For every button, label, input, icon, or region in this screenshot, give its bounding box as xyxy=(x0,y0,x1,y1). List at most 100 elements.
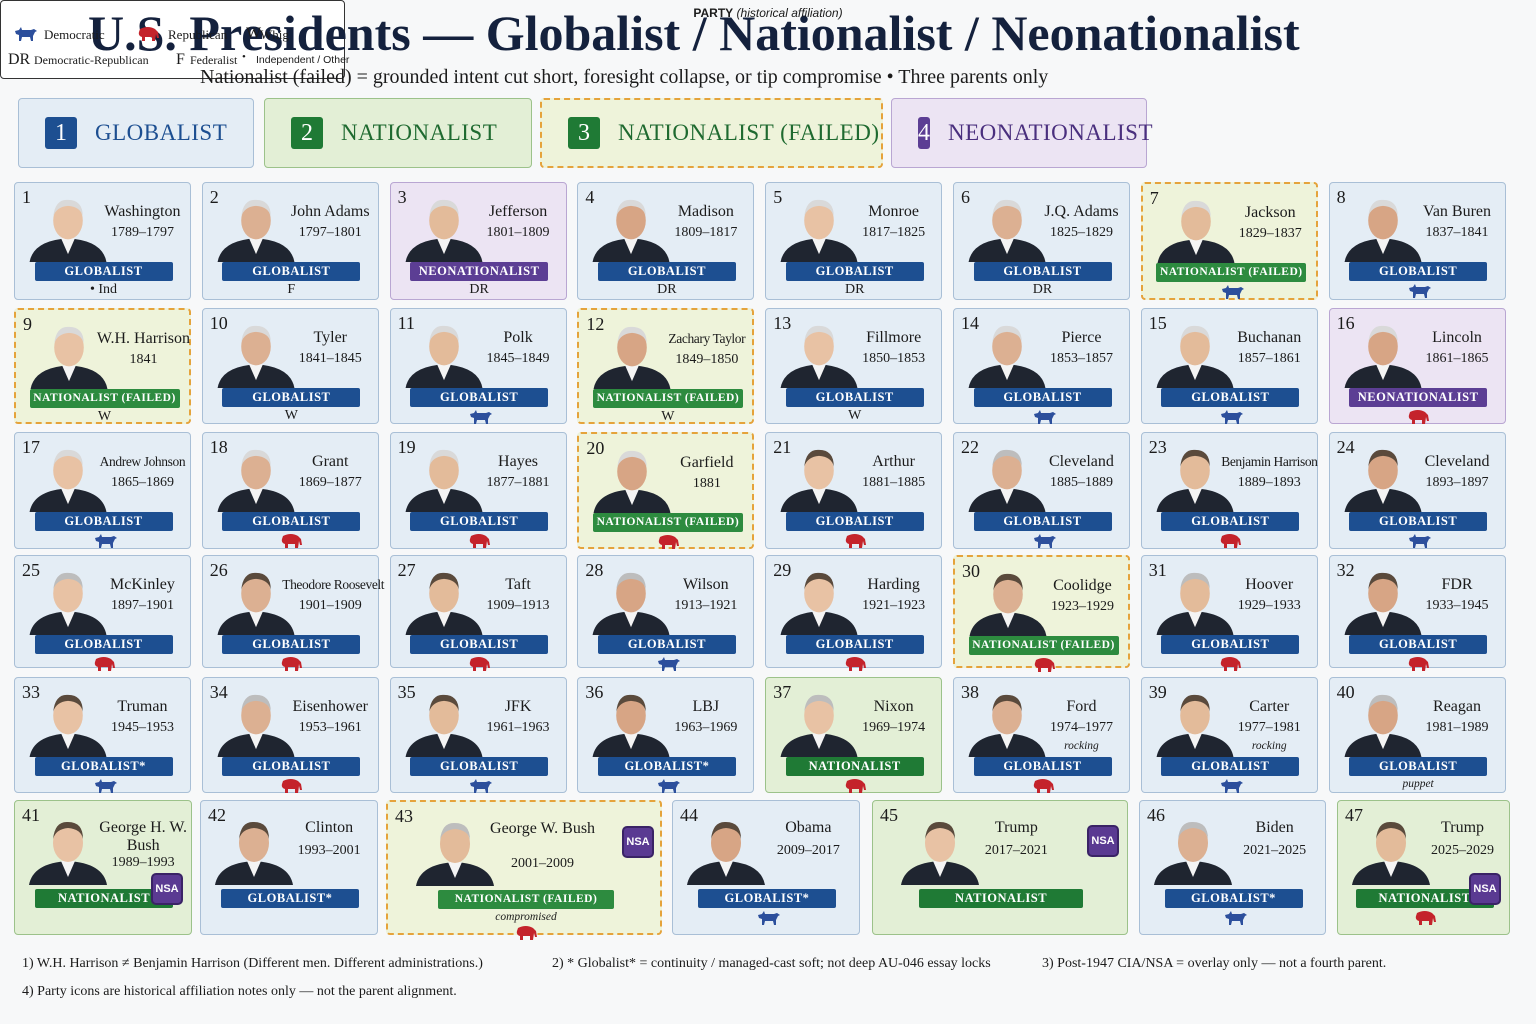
president-years: 1981–1989 xyxy=(1425,720,1489,735)
alignment-badge: GLOBALIST xyxy=(222,388,361,407)
portrait-part xyxy=(54,328,84,367)
portrait-part xyxy=(217,449,295,512)
president-years: 1913–1921 xyxy=(674,598,738,613)
portrait-part xyxy=(1000,488,1014,505)
portrait-part xyxy=(217,325,295,388)
president-years: 1845–1849 xyxy=(486,351,550,366)
president-years: 1945–1953 xyxy=(110,720,174,735)
party-icon xyxy=(514,925,538,946)
party-icon xyxy=(279,533,303,554)
donkey-icon xyxy=(1221,779,1244,793)
president-number: 38 xyxy=(961,682,979,702)
alignment-badge: GLOBALIST xyxy=(410,388,549,407)
portrait xyxy=(213,443,299,517)
icon-part xyxy=(282,657,303,671)
icon-part xyxy=(657,779,680,793)
president-card: 2 John Adams 1797–1801 GLOBALIST F xyxy=(201,182,379,300)
president-name: Zachary Taylor xyxy=(668,331,746,346)
party: DR xyxy=(844,282,865,297)
elephant-icon xyxy=(282,534,303,548)
portrait-part xyxy=(933,861,947,877)
portrait-part xyxy=(428,327,459,366)
donkey-icon xyxy=(1409,534,1432,548)
alignment-badge: NEONATIONALIST xyxy=(1349,388,1488,407)
legend-box: 1 GLOBALIST xyxy=(18,98,254,168)
party: DR xyxy=(657,282,677,297)
icon-part xyxy=(1224,911,1247,925)
alignment-badge: GLOBALIST xyxy=(973,388,1112,407)
president-number: 22 xyxy=(961,437,979,457)
icon-part xyxy=(658,535,679,549)
portrait-part xyxy=(61,488,75,505)
president-card: 36 LBJ 1963–1969 GLOBALIST* xyxy=(577,677,755,793)
portrait-part xyxy=(428,574,459,613)
president-card: 32 FDR 1933–1945 GLOBALIST xyxy=(1328,555,1506,671)
president-card: 27 Taft 1909–1913 GLOBALIST xyxy=(389,555,567,671)
president-years: 1901–1909 xyxy=(298,598,362,613)
elephant-icon xyxy=(469,534,491,548)
party-icon xyxy=(1031,778,1055,799)
elephant-icon xyxy=(845,534,866,548)
president-years: 1933–1945 xyxy=(1425,598,1489,613)
portrait-part xyxy=(969,573,1047,636)
alignment-badge: GLOBALIST xyxy=(785,635,924,654)
portrait xyxy=(213,566,299,640)
president-name: Madison xyxy=(677,203,734,220)
president-name: Harding xyxy=(867,576,920,593)
president-number: 35 xyxy=(397,682,416,702)
portrait-part xyxy=(901,821,979,885)
president-years: 1837–1841 xyxy=(1425,225,1489,240)
nsa-chip: NSA xyxy=(622,826,654,858)
president-card: 40 Reagan 1981–1989 GLOBALIST puppet xyxy=(1328,677,1506,793)
icon-part xyxy=(94,657,115,671)
title: U.S. Presidents — Globalist / Nationalis… xyxy=(88,5,1300,61)
portrait-part xyxy=(53,821,83,839)
portrait-part xyxy=(592,572,670,635)
portrait-part xyxy=(62,365,76,382)
portrait-part xyxy=(29,199,107,262)
president-name: Truman xyxy=(117,698,168,715)
portrait xyxy=(588,193,674,267)
portrait-part xyxy=(1367,572,1398,590)
president-card: 47 Trump 2025–2029 NATIONALIST NSA xyxy=(1337,800,1510,935)
portrait-part xyxy=(1367,451,1398,490)
portrait xyxy=(1348,811,1434,894)
legend-number: 4 xyxy=(918,117,930,149)
president-card: 31 Hoover 1929–1933 GLOBALIST xyxy=(1140,555,1318,671)
portrait-part xyxy=(780,694,858,757)
portrait xyxy=(1153,194,1239,268)
portrait-part xyxy=(993,575,1023,614)
party-icon xyxy=(1222,910,1248,931)
portrait-part xyxy=(592,199,670,262)
icon-part xyxy=(94,534,117,548)
elephant-icon xyxy=(138,27,159,41)
portrait-part xyxy=(992,325,1022,343)
portrait-part xyxy=(992,451,1022,490)
donkey-icon xyxy=(657,779,680,793)
president-years: 1889–1893 xyxy=(1237,475,1301,490)
portrait-part xyxy=(1367,199,1398,217)
portrait-part xyxy=(1375,238,1390,255)
portrait-part xyxy=(436,488,451,505)
portrait-part xyxy=(617,450,648,468)
legend-number: 2 xyxy=(291,117,323,149)
portrait xyxy=(964,443,1050,517)
icon-part xyxy=(1033,779,1054,793)
president-name: Grant xyxy=(312,453,349,470)
icon-part xyxy=(282,534,303,548)
portrait-part xyxy=(804,327,834,366)
footnote: 3) Post-1947 CIA/NSA = overlay only — no… xyxy=(1042,956,1387,971)
portrait-part xyxy=(53,199,83,217)
party-label: Federalist xyxy=(190,53,238,67)
alignment-badge: GLOBALIST xyxy=(785,262,924,281)
president-years: 1885–1889 xyxy=(1049,475,1113,490)
portrait-part xyxy=(925,821,955,839)
icon-part xyxy=(470,779,493,793)
portrait-part xyxy=(1188,239,1203,256)
portrait-part xyxy=(416,822,494,886)
portrait-part xyxy=(617,328,648,367)
portrait-part xyxy=(436,238,451,255)
portrait-part xyxy=(405,694,483,757)
party-icon xyxy=(1219,284,1245,305)
